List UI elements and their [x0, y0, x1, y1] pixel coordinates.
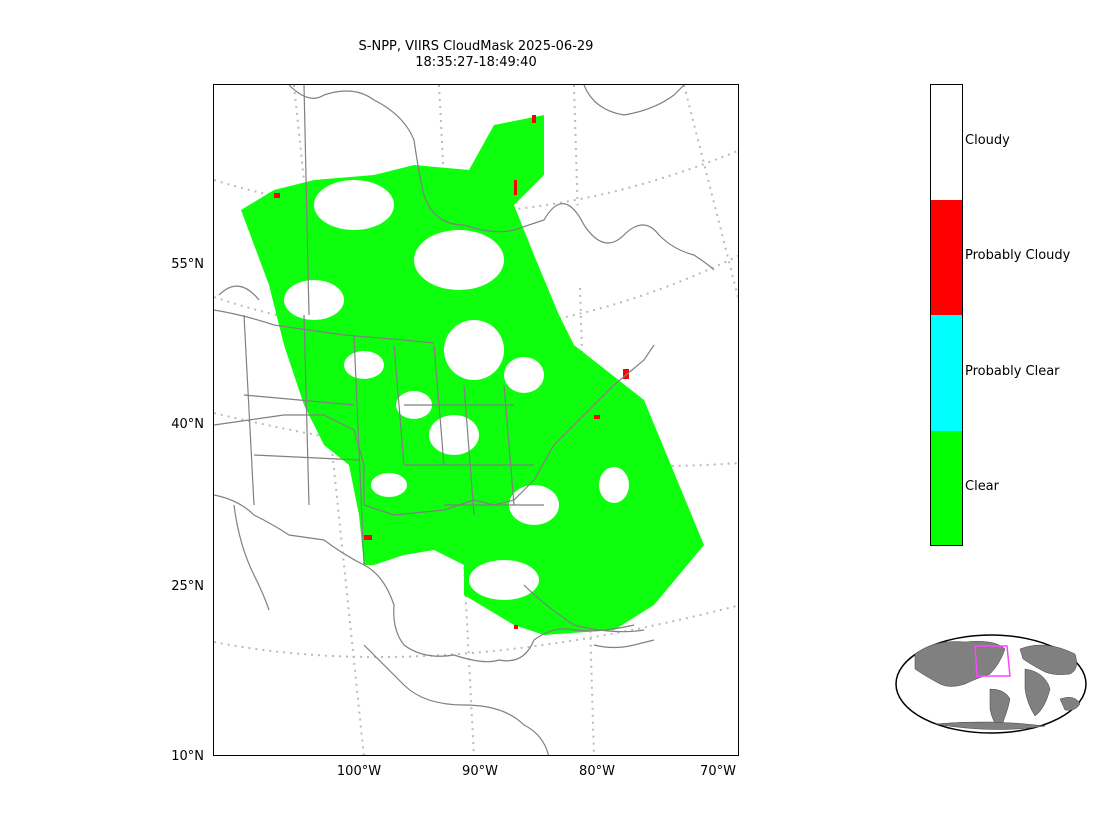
- legend-colorbar: [930, 84, 963, 546]
- lon-label-70w: 70°W: [700, 764, 736, 779]
- coastline-gulf: [214, 494, 635, 663]
- hispaniola-coast: [593, 639, 655, 649]
- red-speck: [364, 535, 372, 540]
- lon-label-100w: 100°W: [336, 764, 382, 779]
- red-speck: [623, 369, 629, 379]
- lat-label-25: 25°N: [171, 579, 204, 594]
- legend-swatch-cloudy: [931, 85, 962, 200]
- graticule-line: [214, 412, 738, 468]
- lat-label-10: 10°N: [171, 749, 204, 764]
- globe-inset: [895, 634, 1087, 734]
- cloud-patch: [314, 180, 394, 230]
- cloud-patch: [444, 320, 504, 380]
- cuba-coast: [523, 584, 645, 633]
- legend-label-cloudy: Cloudy: [965, 133, 1010, 148]
- central-america-coast: [363, 644, 550, 755]
- region-box: [974, 645, 1011, 677]
- red-speck: [274, 193, 280, 198]
- title-line-1: S-NPP, VIIRS CloudMask 2025-06-29: [358, 39, 594, 54]
- cloud-patch: [344, 351, 384, 379]
- coastline-labrador: [583, 85, 685, 116]
- red-speck: [514, 625, 518, 629]
- cloud-patch: [429, 415, 479, 455]
- coastline-north: [288, 85, 715, 271]
- coastline-east: [214, 344, 655, 516]
- cloud-patch: [284, 280, 344, 320]
- cloudy-patches: [284, 180, 629, 600]
- land-africa: [1024, 668, 1051, 717]
- us-canada-border: [214, 309, 435, 344]
- land-antarctica: [934, 721, 1046, 730]
- graticule-line: [683, 85, 738, 302]
- state-borders: [243, 85, 544, 566]
- map-canvas: [214, 85, 738, 755]
- lon-label-80w: 80°W: [579, 764, 615, 779]
- land-australia: [1059, 697, 1081, 711]
- legend-swatch-probably-cloudy: [931, 200, 962, 315]
- coastlines: [214, 85, 715, 755]
- baja-coast: [233, 504, 270, 611]
- land-eurasia: [1019, 644, 1077, 675]
- red-speck: [514, 180, 517, 195]
- title-line-2: 18:35:27-18:49:40: [415, 55, 537, 70]
- cloud-patch: [414, 230, 504, 290]
- legend-swatch-probably-clear: [931, 315, 962, 431]
- graticule-line: [214, 604, 738, 658]
- map-panel[interactable]: [213, 84, 739, 756]
- cloud-patch: [544, 205, 624, 285]
- probably-cloudy-specks: [274, 115, 629, 629]
- legend-label-clear: Clear: [965, 479, 999, 494]
- legend-label-probably-cloudy: Probably Cloudy: [965, 248, 1071, 263]
- cloud-patch: [504, 357, 544, 393]
- land-south-america: [989, 688, 1011, 730]
- land-north-america: [914, 641, 1006, 687]
- red-speck: [532, 115, 536, 123]
- legend-label-probably-clear: Probably Clear: [965, 364, 1060, 379]
- map-title: S-NPP, VIIRS CloudMask 2025-06-29 18:35:…: [276, 39, 676, 71]
- cloud-patch: [371, 473, 407, 497]
- canada-west-border: [218, 285, 260, 301]
- globe-land: [914, 641, 1081, 730]
- legend-swatch-clear: [931, 431, 962, 545]
- lat-label-55: 55°N: [171, 257, 204, 272]
- red-speck: [594, 415, 600, 419]
- lat-label-40: 40°N: [171, 417, 204, 432]
- lon-label-90w: 90°W: [462, 764, 498, 779]
- cloud-patch: [469, 560, 539, 600]
- cloud-patch: [599, 467, 629, 503]
